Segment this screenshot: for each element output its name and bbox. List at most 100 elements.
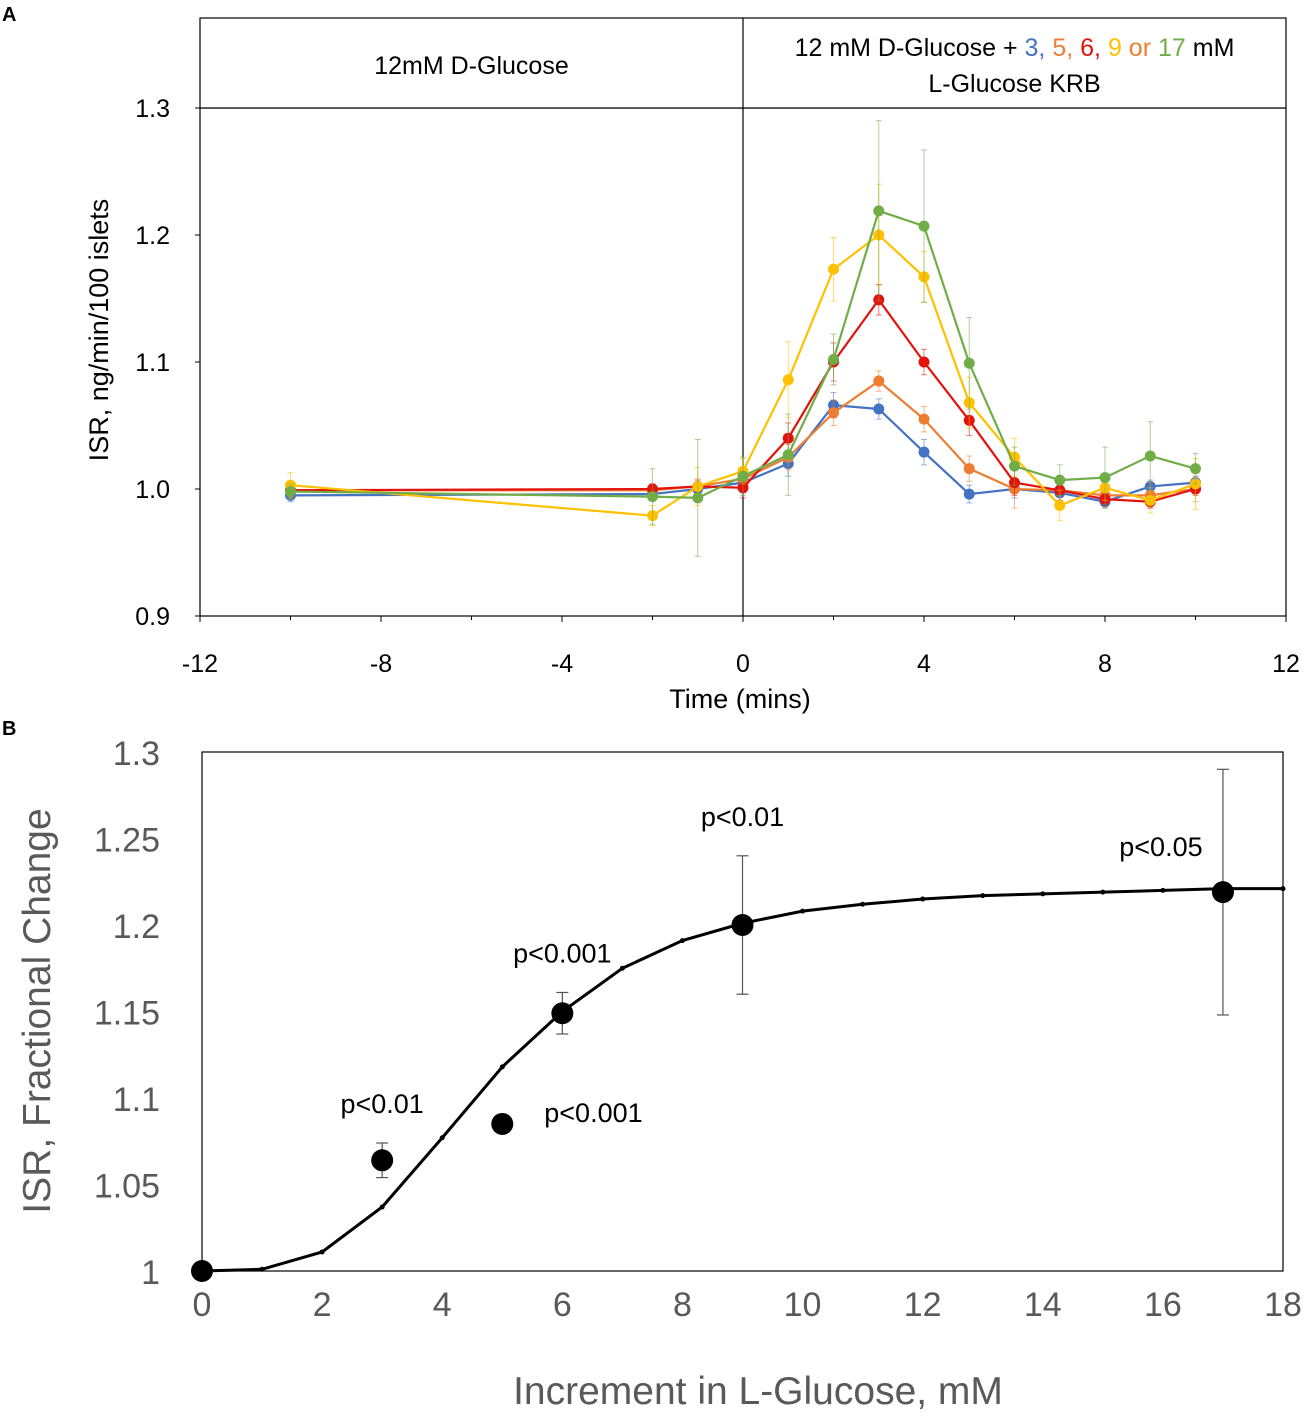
y-tick-label-b: 1.2 xyxy=(113,908,160,946)
header-concentration-6: 9 xyxy=(1108,34,1122,62)
data-point-b xyxy=(551,1002,574,1025)
x-tick-label-b: 12 xyxy=(904,1286,942,1324)
x-tick-label-a: 12 xyxy=(1272,650,1300,678)
data-point-b xyxy=(1211,881,1234,904)
data-point xyxy=(828,353,839,365)
y-tick-label-a: 1.3 xyxy=(135,95,170,123)
data-point-b xyxy=(491,1112,514,1135)
p-value-annotation: p<0.01 xyxy=(701,802,784,832)
x-tick-label-b: 2 xyxy=(313,1286,332,1324)
fit-curve-point xyxy=(379,1204,385,1210)
p-value-annotation: p<0.01 xyxy=(340,1089,423,1119)
x-tick-label-b: 10 xyxy=(784,1286,822,1324)
y-tick-label-a: 0.9 xyxy=(135,603,170,631)
header-concentration-7: or xyxy=(1122,34,1158,62)
data-point xyxy=(737,470,749,482)
data-point xyxy=(1190,463,1201,475)
data-point xyxy=(963,463,975,475)
fit-curve-point xyxy=(1160,887,1166,893)
data-point xyxy=(1144,494,1156,506)
header-left-text: 12mM D-Glucose xyxy=(374,52,569,80)
x-axis-title-a: Time (mins) xyxy=(669,684,811,714)
y-tick-label-a: 1.1 xyxy=(135,349,170,377)
x-tick-label-a: -4 xyxy=(551,650,573,678)
p-value-annotation: p<0.05 xyxy=(1119,832,1202,862)
y-tick-label-b: 1.25 xyxy=(94,822,160,860)
header-concentration-4: 6 xyxy=(1080,34,1094,62)
fit-curve-point xyxy=(679,938,685,944)
data-point xyxy=(1144,450,1156,462)
x-tick-label-a: 0 xyxy=(736,650,750,678)
fit-curve-point xyxy=(980,893,986,899)
data-point xyxy=(647,491,658,503)
y-tick-label-a: 1.2 xyxy=(135,222,170,250)
x-tick-label-b: 18 xyxy=(1264,1286,1302,1324)
fit-curve-point xyxy=(860,901,866,907)
data-point xyxy=(1054,500,1066,512)
data-point-b xyxy=(191,1260,213,1282)
data-point xyxy=(873,375,885,387)
fit-curve-point xyxy=(439,1135,445,1141)
data-point xyxy=(782,374,794,386)
data-point xyxy=(918,446,930,458)
y-axis-title-a: ISR, ng/min/100 islets xyxy=(84,199,114,462)
fit-curve-point xyxy=(800,908,806,914)
header-right-line1: 12 mM D-Glucose + 3, 5, 6, 9 or 17 mM xyxy=(795,34,1235,62)
panel-b-label: B xyxy=(2,718,17,740)
x-tick-label-a: -12 xyxy=(182,650,218,678)
fit-curve-point xyxy=(619,965,625,971)
data-point xyxy=(873,403,885,415)
data-point xyxy=(828,407,839,419)
data-point xyxy=(963,357,975,369)
fit-curve-point xyxy=(259,1266,265,1272)
series-line xyxy=(290,209,1196,499)
data-point-b xyxy=(371,1149,394,1172)
panel-a-label: A xyxy=(2,4,17,26)
y-tick-label-b: 1.1 xyxy=(113,1081,160,1119)
fit-curve-point xyxy=(920,896,926,902)
chart-a: 12mM D-Glucose 12 mM D-Glucose + 3, 5, 6,… xyxy=(84,17,1300,714)
header-concentration-5: , xyxy=(1094,34,1108,62)
x-tick-label-a: 4 xyxy=(917,650,931,678)
header-right-prefix: 12 mM D-Glucose + xyxy=(795,34,1025,62)
y-tick-label-a: 1.0 xyxy=(135,476,170,504)
x-tick-label-a: -8 xyxy=(370,650,392,678)
x-tick-label-b: 0 xyxy=(193,1286,212,1324)
x-tick-label-b: 8 xyxy=(673,1286,692,1324)
header-right-suffix: mM xyxy=(1186,34,1235,62)
data-point xyxy=(285,486,296,498)
p-value-annotation: p<0.001 xyxy=(513,938,611,968)
header-concentration-2: 5 xyxy=(1052,34,1066,62)
y-tick-label-b: 1 xyxy=(141,1254,160,1292)
header-concentration-3: , xyxy=(1066,34,1080,62)
data-point xyxy=(1009,460,1020,472)
fit-curve-point xyxy=(1280,886,1286,892)
p-value-annotation: p<0.001 xyxy=(544,1098,642,1128)
header-concentration-1: , xyxy=(1038,34,1052,62)
x-tick-label-b: 6 xyxy=(553,1286,572,1324)
series-line xyxy=(290,379,1196,497)
data-point xyxy=(782,449,794,461)
data-point xyxy=(918,220,930,232)
data-point xyxy=(873,205,885,217)
fit-curve-point xyxy=(1040,891,1046,897)
header-concentration-0: 3 xyxy=(1025,34,1039,62)
series-line xyxy=(290,404,1196,503)
plot-b-frame xyxy=(201,751,1284,1272)
y-axis-title-b: ISR, Fractional Change xyxy=(16,808,59,1213)
series-line xyxy=(290,233,1196,517)
fit-curve-point xyxy=(1100,889,1106,895)
fit-curve-point xyxy=(499,1064,505,1070)
chart-b: 1 1.05 1.1 1.15 1.2 1.25 1.3 0 2 4 6 8 10 12 14 16 18 Inc… xyxy=(16,735,1302,1413)
y-tick-label-b: 1.3 xyxy=(113,735,160,773)
x-axis-title-b: Increment in L-Glucose, mM xyxy=(513,1370,1003,1413)
header-right-line2: L-Glucose KRB xyxy=(928,70,1100,98)
data-point xyxy=(1054,474,1066,486)
data-point xyxy=(828,263,839,275)
series-a-4 xyxy=(285,120,1201,557)
data-point xyxy=(963,488,975,500)
data-point xyxy=(918,413,930,425)
x-tick-label-b: 14 xyxy=(1024,1286,1062,1324)
x-tick-label-b: 4 xyxy=(433,1286,452,1324)
